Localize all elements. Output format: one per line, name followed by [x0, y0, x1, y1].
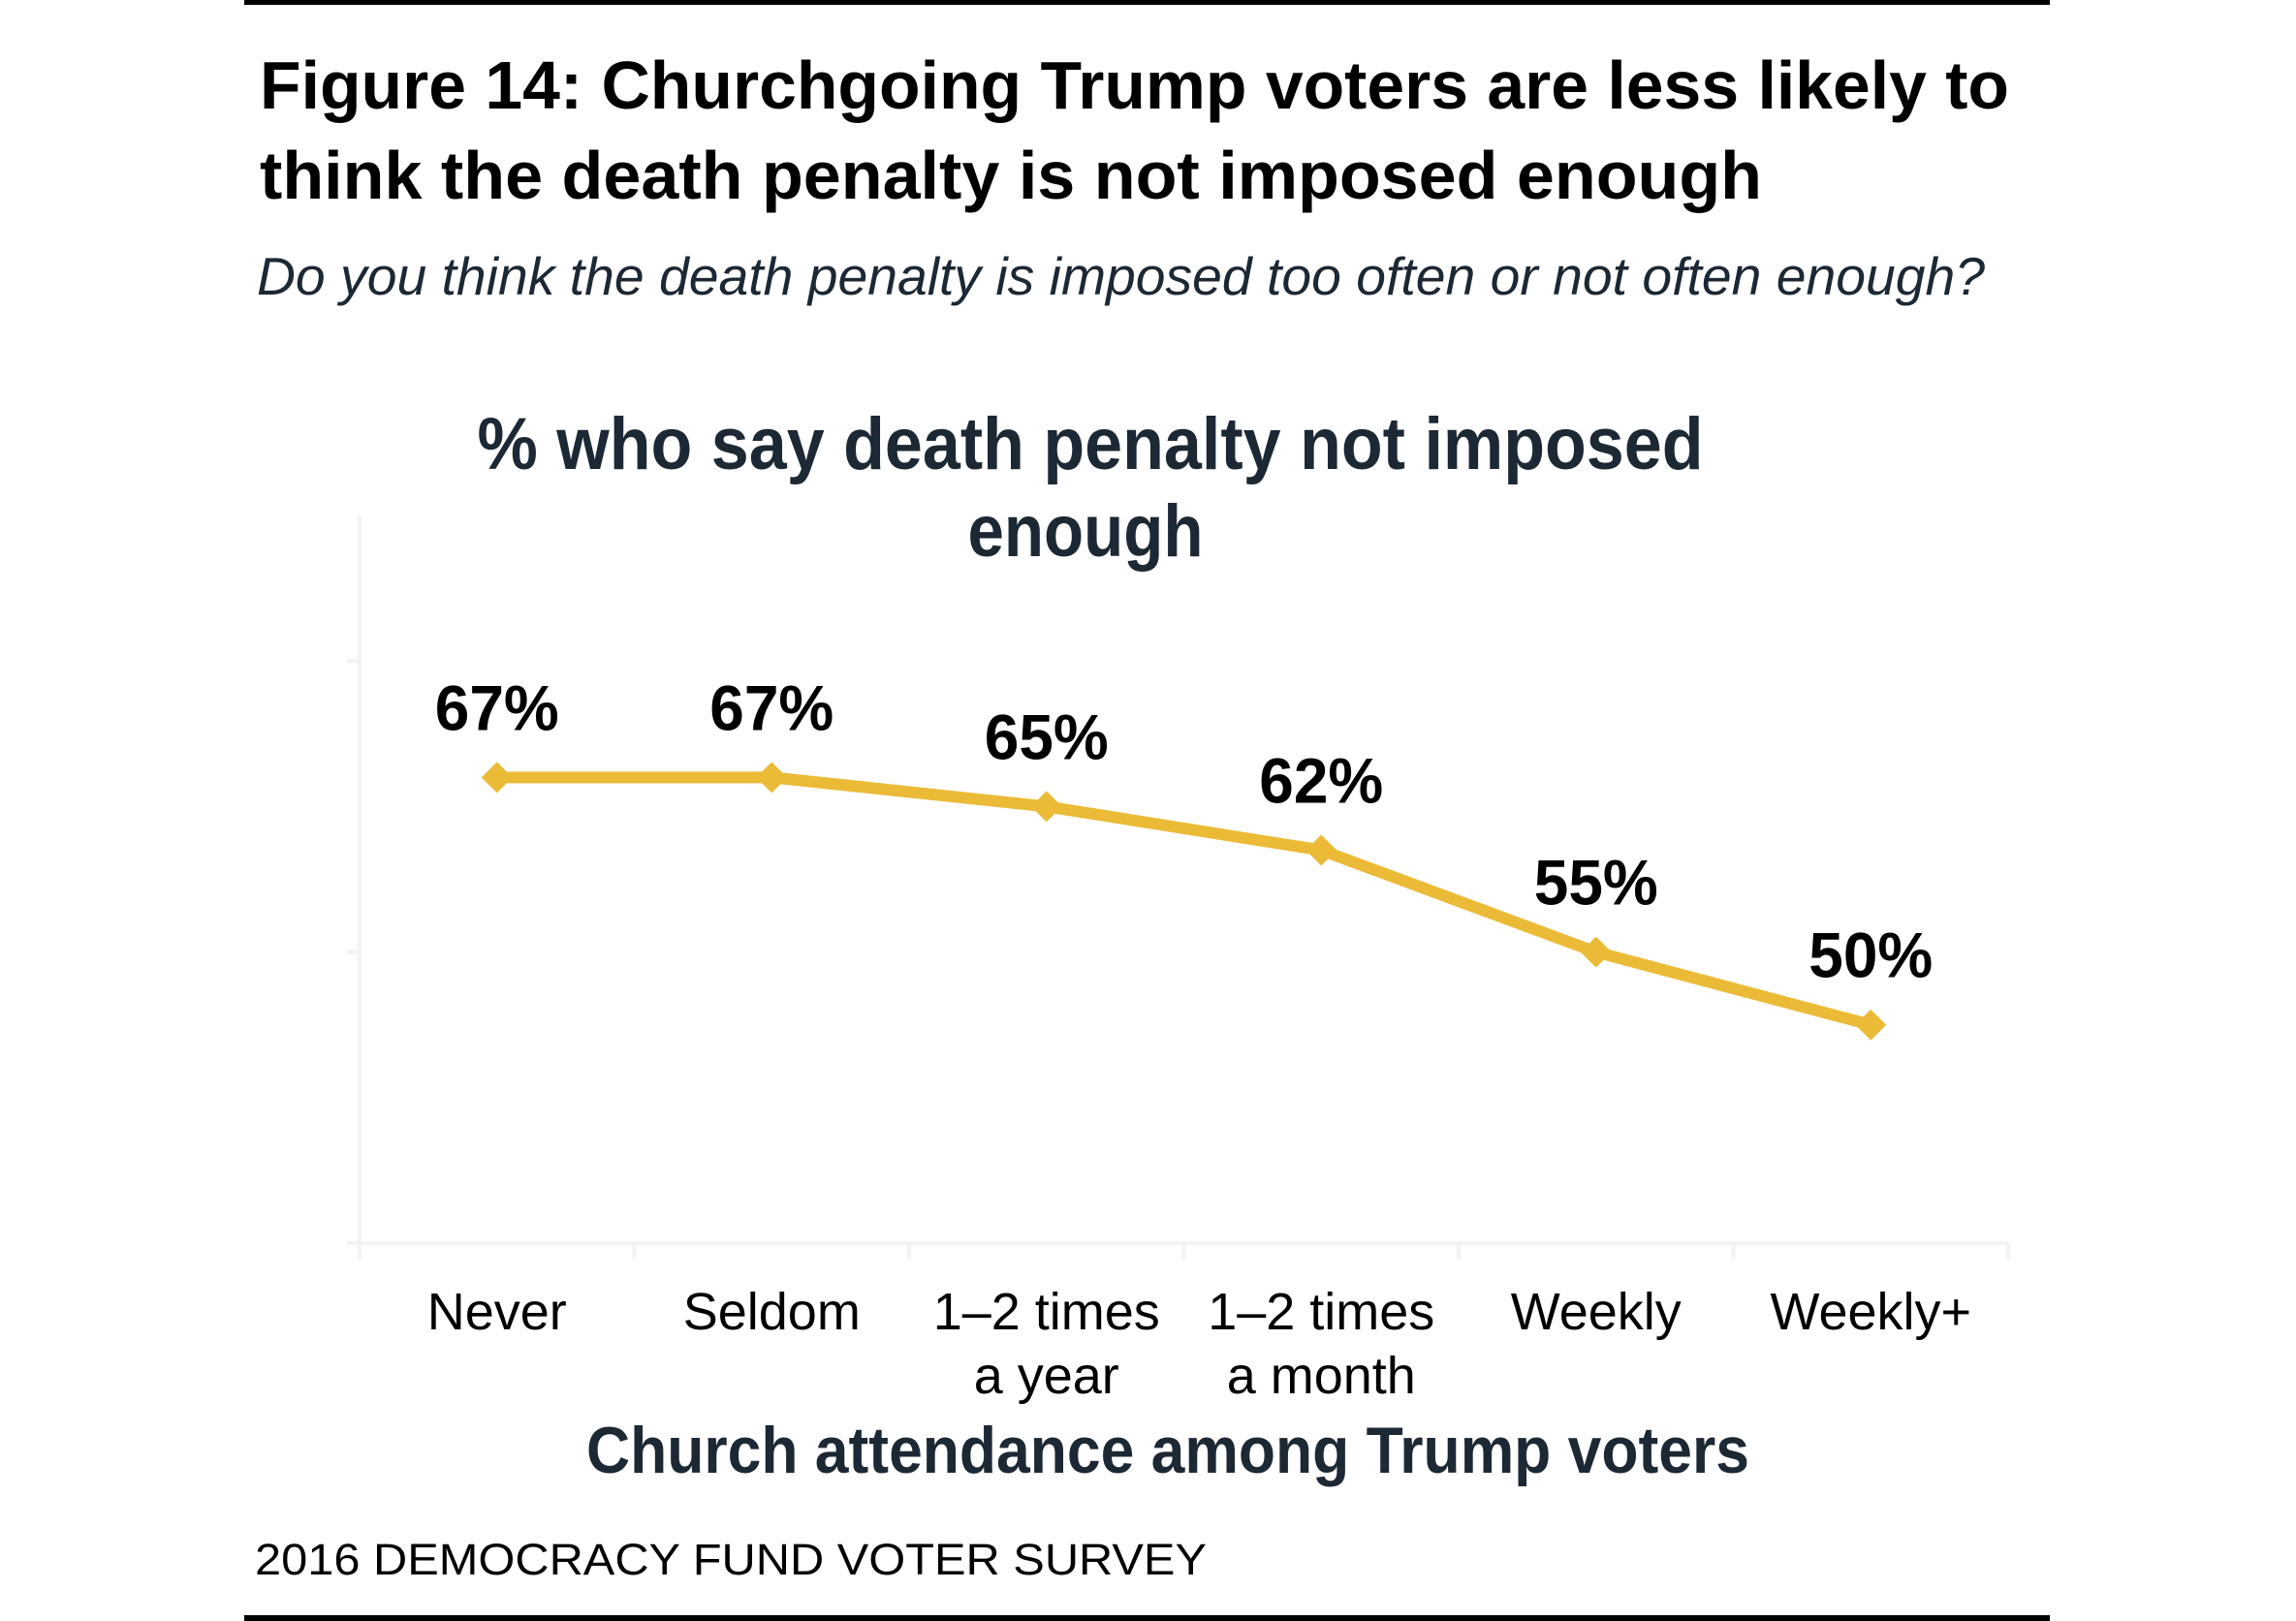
x-tick-label: 1–2 times [933, 1283, 1160, 1341]
y-ticks [347, 659, 360, 1245]
data-labels: 67% 67% 65% 62% 55% 50% [435, 671, 1934, 990]
data-label: 55% [1534, 847, 1658, 919]
plot-area: 67% 67% 65% 62% 55% 50% Never Seldom 1–2 times a… [347, 515, 2010, 1405]
top-rule [244, 0, 2050, 5]
x-axis-title: Church attendance among Trump voters [586, 1414, 1749, 1487]
x-tick-label: a year [974, 1347, 1119, 1405]
data-point-marker [1305, 834, 1337, 866]
data-label: 50% [1808, 920, 1933, 991]
figure-title-line-1: Figure 14: Churchgoing Trump voters are … [260, 47, 2009, 123]
survey-question: Do you think the death penalty is impose… [257, 246, 1985, 306]
data-point-marker [1580, 936, 1612, 968]
x-ticks [358, 1243, 2010, 1260]
data-label: 67% [435, 671, 559, 743]
chart-title-line-1: % who say death penalty not imposed [478, 403, 1704, 485]
data-point-marker [1855, 1009, 1887, 1041]
x-tick-label: Seldom [683, 1283, 861, 1341]
x-tick-label: 1–2 times [1208, 1283, 1434, 1341]
bottom-rule [244, 1615, 2050, 1621]
x-tick-label: Never [427, 1283, 567, 1341]
data-label: 67% [709, 671, 833, 743]
data-point-marker [481, 762, 513, 794]
data-label: 65% [985, 701, 1109, 772]
x-tick-label: Weekly+ [1770, 1283, 1971, 1341]
x-tick-labels: Never Seldom 1–2 times a year 1–2 times a mon… [427, 1283, 1971, 1405]
series-line [496, 771, 1872, 1031]
data-point-marker [1030, 791, 1062, 823]
series-markers [481, 762, 1887, 1041]
source-note: 2016 DEMOCRACY FUND VOTER SURVEY [255, 1535, 1207, 1584]
x-tick-label: Weekly [1511, 1283, 1682, 1341]
figure-title-line-2: think the death penalty is not imposed e… [260, 138, 1762, 213]
chart-title-line-2: enough [968, 490, 1204, 573]
data-label: 62% [1259, 744, 1383, 816]
x-tick-label: a month [1227, 1347, 1416, 1405]
data-point-marker [756, 762, 788, 794]
